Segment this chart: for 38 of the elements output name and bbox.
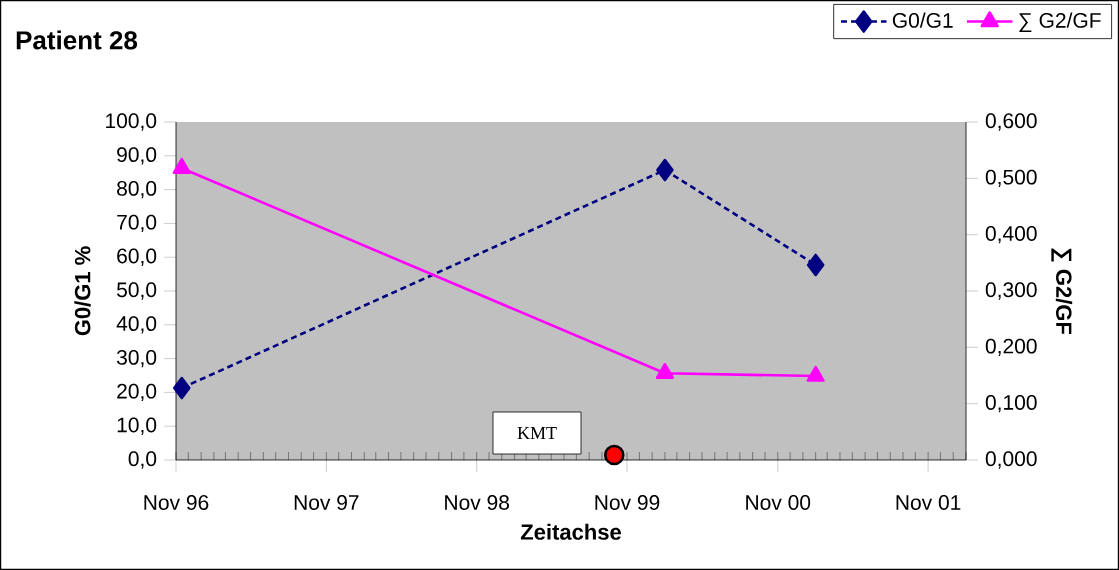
point bbox=[655, 362, 675, 380]
y-tick-label: 20,0 bbox=[117, 383, 157, 402]
y-tick-label: 80,0 bbox=[117, 180, 157, 199]
point bbox=[806, 365, 825, 382]
legend-label: G0/G1 bbox=[892, 12, 953, 28]
y-tick-label: 50,0 bbox=[117, 282, 157, 300]
x-tick-label: Nov 98 bbox=[445, 495, 509, 510]
point bbox=[806, 253, 825, 277]
legend-label: ∑ G2/GF bbox=[1019, 12, 1101, 33]
y2-tick-label: 0,100 bbox=[985, 395, 1037, 413]
y-tick-label: 40,0 bbox=[116, 316, 157, 334]
x-tick-label: Nov 99 bbox=[595, 495, 660, 510]
annotation: KMT bbox=[517, 427, 557, 439]
point bbox=[656, 158, 674, 182]
y-tick-label: 0,0 bbox=[128, 451, 157, 469]
y-tick-label: 100,0 bbox=[106, 113, 157, 131]
x-tick-label: Nov 01 bbox=[896, 495, 961, 510]
y2-tick-label: 0,000 bbox=[985, 451, 1037, 469]
x-tick-label: Nov 97 bbox=[294, 495, 359, 510]
point bbox=[172, 376, 191, 400]
y2-axis-title: ∑ G2/GF bbox=[1051, 248, 1073, 335]
point bbox=[172, 157, 191, 174]
y-tick-label: 60,0 bbox=[117, 248, 157, 266]
y2-tick-label: 0,200 bbox=[985, 338, 1037, 357]
y-axis-title: G0/G1 % bbox=[74, 246, 91, 336]
y-tick-label: 70,0 bbox=[117, 214, 157, 233]
x-axis-title: Zeitachse bbox=[520, 523, 621, 540]
y-tick-label: 90,0 bbox=[117, 147, 157, 165]
y-tick-label: 30,0 bbox=[116, 349, 157, 368]
point bbox=[603, 444, 625, 466]
y2-tick-label: 0,500 bbox=[985, 169, 1037, 188]
y2-tick-label: 0,400 bbox=[985, 226, 1037, 244]
chart-title: Patient 28 bbox=[16, 30, 138, 50]
y2-tick-label: 0,600 bbox=[985, 113, 1037, 131]
x-tick-label: Nov 00 bbox=[746, 495, 811, 510]
y2-tick-label: 0,300 bbox=[985, 282, 1037, 300]
x-tick-label: Nov 96 bbox=[144, 495, 209, 510]
y-tick-label: 10,0 bbox=[117, 417, 157, 435]
